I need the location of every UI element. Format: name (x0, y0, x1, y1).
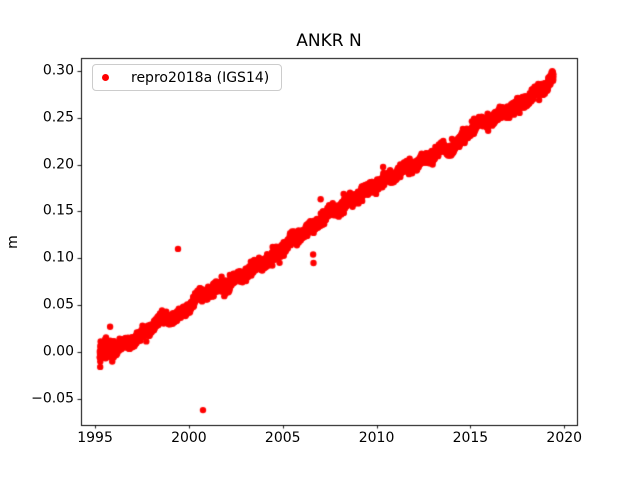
legend-label: repro2018a (IGS14) (131, 69, 270, 86)
y-tick-label: 0.30 (42, 62, 74, 79)
y-tick-label: −0.05 (31, 390, 74, 407)
y-tick-label: 0.25 (42, 108, 74, 125)
y-tick-label: 0.15 (42, 202, 74, 219)
y-axis-label: m (5, 235, 21, 249)
x-tick-label: 2005 (264, 430, 301, 446)
x-tick-label: 2010 (358, 430, 395, 446)
y-tick-label: 0.20 (42, 155, 74, 172)
y-tick-label: 0.10 (42, 249, 74, 266)
x-tick-label: 2015 (452, 430, 489, 446)
scatter-marker-icon (102, 74, 109, 81)
x-tick-label: 1995 (77, 430, 113, 446)
y-tick-label: 0.05 (42, 296, 74, 313)
x-tick-label: 2020 (546, 430, 583, 446)
y-tick-label: 0.00 (42, 343, 74, 360)
chart-title: ANKR N (296, 31, 362, 51)
legend: repro2018a (IGS14) (92, 64, 283, 91)
x-tick-label: 2000 (171, 430, 207, 446)
